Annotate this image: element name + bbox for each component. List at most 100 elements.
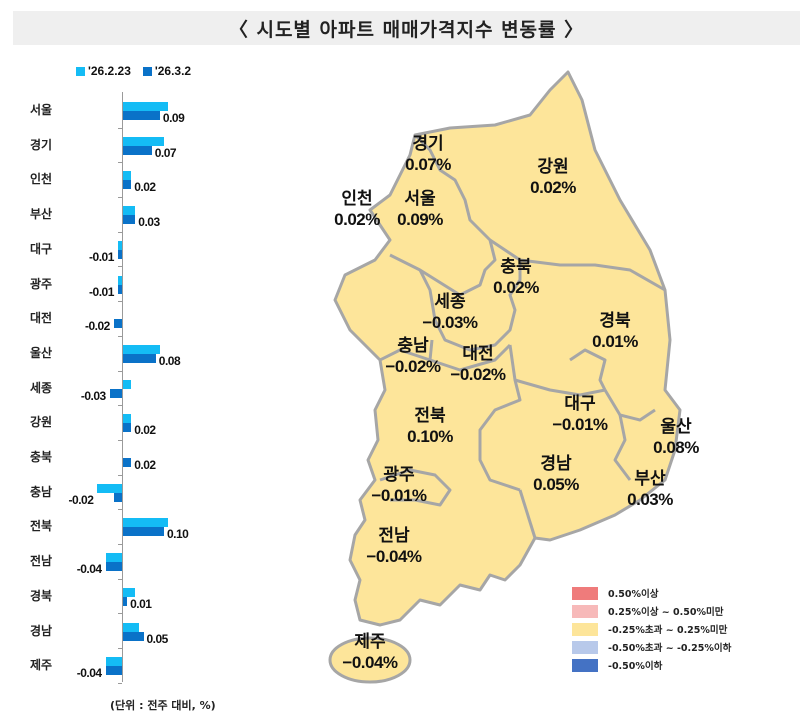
category-label: 강원 [30,415,53,430]
map-region-label: 인천 0.02% [317,189,397,229]
bar-current-week [123,353,156,363]
unit-note: (단위 : 전주 대비, %) [110,699,216,712]
chart-row: 경기 0.07 [0,129,260,164]
chart-row: 제주 -0.04 [0,649,260,684]
map-legend-item: -0.50%초과 ~ -0.25%이하 [572,638,731,656]
category-label: 대구 [30,241,53,256]
category-label: 경기 [30,137,53,152]
chart-row: 부산 0.03 [0,198,260,233]
category-label: 울산 [30,345,53,360]
chart-legend: '26.2.23 '26.3.2 [76,64,191,78]
data-label: -0.03 [80,388,106,403]
region-name: 울산 [660,417,692,437]
axis-tick [118,578,122,580]
map-svg [328,70,682,684]
map-region-label: 경기 0.07% [388,134,468,174]
region-value: 0.02% [334,209,380,229]
data-label: 0.02 [134,423,156,438]
bar-current-week [123,527,164,537]
region-value: 0.05% [533,474,579,494]
bar-current-week [109,388,122,398]
axis-tick [118,509,122,511]
category-label: 광주 [30,276,53,291]
legend-swatch-dark [142,66,152,76]
chart-row: 전북 0.10 [0,510,260,546]
bar-current-week [105,666,122,676]
category-label: 경북 [30,588,53,603]
bar-prev-week [123,414,132,424]
legend-item-prev-week: '26.2.23 [76,64,131,78]
bar-prev-week [123,344,160,354]
map-region-label: 서울 0.09% [380,189,460,229]
chart-row: 세종 -0.03 [0,372,260,407]
bar-current-week [113,492,122,502]
axis-tick [118,370,122,372]
category-label: 충남 [30,484,53,499]
map-region-label: 대전 −0.02% [438,344,518,384]
data-label: -0.02 [68,492,94,507]
map-legend-item: -0.50%이하 [572,656,731,674]
data-label: -0.01 [89,284,114,299]
category-label: 경남 [30,623,53,638]
legend-label: '26.3.2 [154,64,192,78]
map-region-label: 전남 −0.04% [354,526,434,566]
axis-tick [118,682,122,684]
region-value: −0.04% [366,546,422,566]
region-name: 세종 [434,292,466,312]
region-name: 인천 [341,189,373,209]
map-legend-label: 0.50%이상 [608,589,659,600]
map-legend-swatch [572,586,598,600]
bar-prev-week [117,240,122,250]
map-region-label: 부산 0.03% [610,469,690,509]
bar-chart: 서울 0.09 경기 0.07 인천 0.02 부산 0.03 대구 -0.01 광주 -0.01 대전… [0,90,260,690]
bar-prev-week [123,587,136,597]
map-region-label: 울산 0.08% [636,417,716,457]
category-label: 대전 [30,311,53,326]
category-label: 전남 [30,554,53,569]
data-label: 0.05 [146,631,169,646]
region-value: −0.03% [422,312,478,332]
category-label: 충북 [30,450,53,464]
bar-prev-week [123,379,132,389]
data-label: -0.01 [89,249,114,264]
region-value: 0.02% [493,277,539,297]
bar-current-week [105,562,122,572]
category-label: 인천 [30,172,53,187]
bar-current-week [123,145,152,155]
map-legend: 0.50%이상 0.25%이상 ~ 0.50%미만 -0.25%초과 ~ 0.25%… [572,584,731,674]
region-name: 경북 [599,311,631,331]
data-label: -0.04 [76,562,102,577]
axis-tick [118,127,122,129]
map-region-label: 충남 −0.02% [373,336,453,376]
page-title: 〈 시도별 아파트 매매가격지수 변동률 〉 [228,18,585,41]
region-value: −0.02% [385,356,441,376]
data-label: 0.08 [158,353,181,368]
bar-current-week [123,596,128,606]
axis-tick [118,613,122,615]
map-legend-item: 0.25%이상 ~ 0.50%미만 [572,602,731,620]
axis-tick [118,405,122,407]
bar-prev-week [117,275,122,285]
axis-tick [118,301,122,303]
region-name: 부산 [634,469,666,489]
map-legend-label: -0.50%이하 [608,661,663,672]
axis-tick [118,439,122,441]
data-label: 0.10 [167,527,189,542]
data-label: 0.01 [130,596,152,611]
region-name: 충북 [500,257,532,277]
map-region-label: 전북 0.10% [390,406,470,446]
chart-row: 대전 -0.02 [0,302,260,337]
region-name: 충남 [397,336,429,356]
axis-tick [118,648,122,650]
chart-row: 인천 0.02 [0,163,260,199]
bar-prev-week [105,553,122,563]
chart-row: 전남 -0.04 [0,545,260,580]
bar-current-week [117,249,122,259]
chart-row: 울산 0.08 [0,337,260,372]
map-legend-label: -0.25%초과 ~ 0.25%미만 [608,625,728,636]
map-region-label: 광주 −0.01% [359,465,439,505]
legend-swatch-light [76,66,85,76]
region-value: −0.04% [342,652,398,672]
region-name: 전남 [378,526,410,546]
axis-tick [118,162,122,164]
